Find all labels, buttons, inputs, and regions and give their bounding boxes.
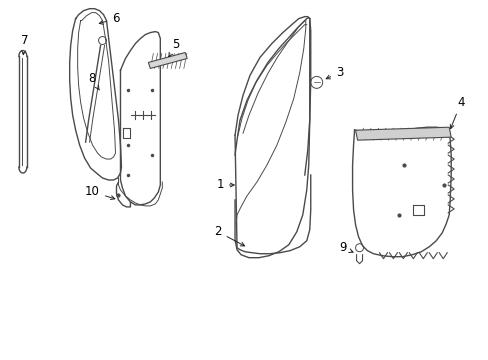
- Text: 6: 6: [99, 12, 119, 25]
- Polygon shape: [355, 127, 450, 140]
- Text: 5: 5: [168, 38, 180, 57]
- Text: 4: 4: [449, 96, 464, 129]
- Text: 1: 1: [216, 179, 234, 192]
- Text: 7: 7: [21, 34, 28, 55]
- Text: 3: 3: [325, 66, 343, 79]
- Text: 2: 2: [214, 225, 244, 246]
- Text: 8: 8: [88, 72, 99, 90]
- Text: 9: 9: [338, 241, 352, 254]
- Text: 10: 10: [85, 185, 115, 199]
- Polygon shape: [148, 53, 187, 68]
